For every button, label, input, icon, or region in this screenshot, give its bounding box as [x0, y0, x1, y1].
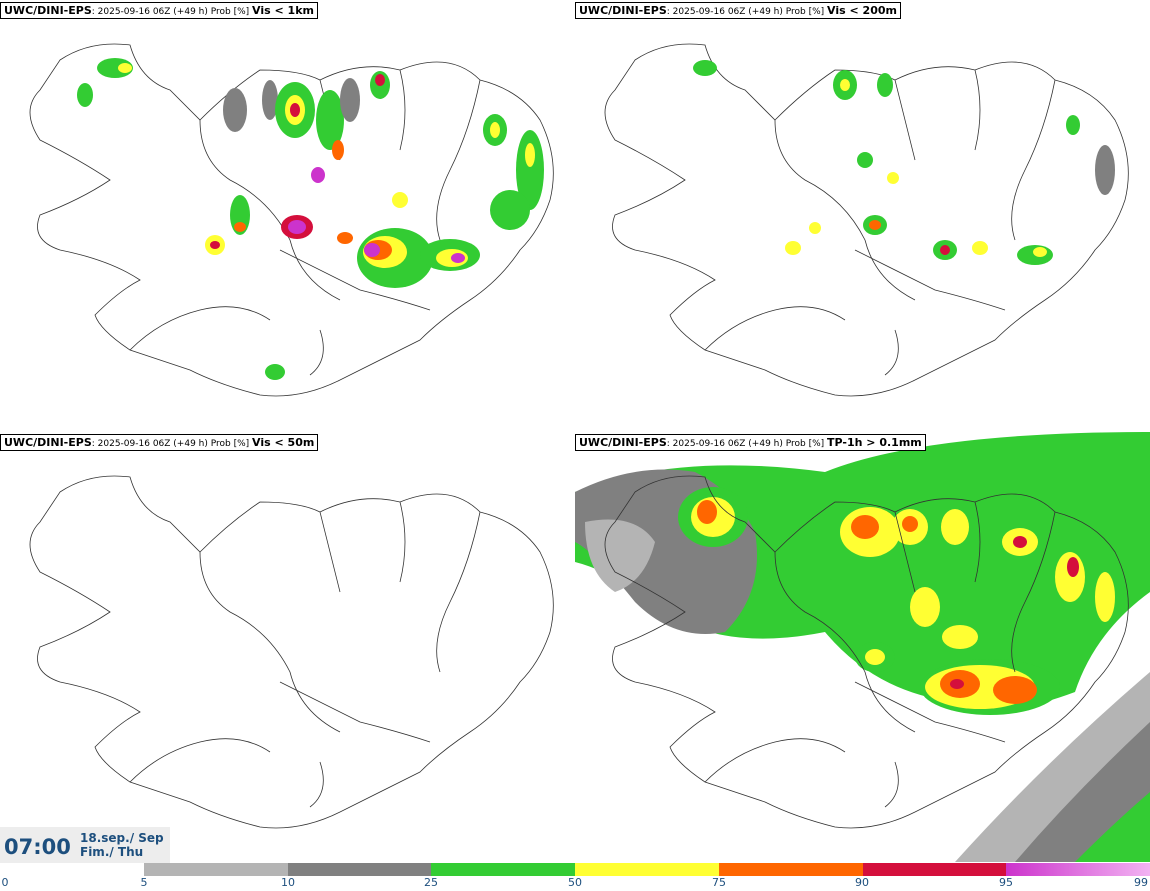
model-name: UWC/DINI-EPS [579, 436, 667, 449]
valid-time: 07:00 [4, 835, 71, 859]
run-info: 2025-09-16 06Z (+49 h) Prob [%] [97, 7, 250, 17]
iceland-map-vis-50m [29, 475, 554, 829]
probability-contours [77, 58, 544, 380]
colorbar-segment-25-50 [431, 863, 576, 876]
colorbar-segment-10-25 [287, 863, 432, 876]
variable-label: Vis < 200m [827, 4, 897, 17]
tick-95: 95 [999, 876, 1013, 889]
model-name: UWC/DINI-EPS [4, 436, 92, 449]
map-panel-vis-1km: UWC/DINI-EPS: 2025-09-16 06Z (+49 h) Pro… [0, 0, 575, 430]
map-panel-precip: UWC/DINI-EPS: 2025-09-16 06Z (+49 h) Pro… [575, 432, 1150, 862]
tick-50: 50 [568, 876, 582, 889]
colorbar-segment-5-10 [144, 863, 288, 876]
valid-date: 18.sep./ Sep Fim./ Thu [80, 831, 164, 859]
colorbar-segment-90-95 [862, 863, 1007, 876]
tick-90: 90 [855, 876, 869, 889]
iceland-map-vis-1km [29, 43, 554, 397]
model-name: UWC/DINI-EPS [579, 4, 667, 17]
valid-time-box: 07:00 18.sep./ Sep Fim./ Thu [0, 827, 170, 863]
panel-title: UWC/DINI-EPS: 2025-09-16 06Z (+49 h) Pro… [0, 2, 318, 19]
tick-75: 75 [712, 876, 726, 889]
tick-99: 99 [1134, 876, 1148, 889]
panel-title: UWC/DINI-EPS: 2025-09-16 06Z (+49 h) Pro… [575, 2, 901, 19]
valid-date-line2: Fim./ Thu [80, 845, 144, 859]
map-panel-vis-200m: UWC/DINI-EPS: 2025-09-16 06Z (+49 h) Pro… [575, 0, 1150, 430]
run-info: 2025-09-16 06Z (+49 h) Prob [%] [97, 439, 250, 449]
run-info: 2025-09-16 06Z (+49 h) Prob [%] [672, 439, 825, 449]
colorbar-segment-50-75 [575, 863, 719, 876]
variable-label: TP-1h > 0.1mm [827, 436, 922, 449]
variable-label: Vis < 50m [252, 436, 315, 449]
panel-title: UWC/DINI-EPS: 2025-09-16 06Z (+49 h) Pro… [0, 434, 319, 451]
precip-probability-field [575, 432, 1150, 862]
colorbar-segment-95-99 [1006, 863, 1150, 876]
tick-25: 25 [424, 876, 438, 889]
model-name: UWC/DINI-EPS [4, 4, 92, 17]
colorbar-ticks: 0 5 10 25 50 75 90 95 99 [0, 876, 1150, 891]
map-panel-vis-50m: UWC/DINI-EPS: 2025-09-16 06Z (+49 h) Pro… [0, 432, 575, 862]
colorbar [144, 863, 1150, 876]
probability-contours [693, 60, 1115, 265]
run-info: 2025-09-16 06Z (+49 h) Prob [%] [672, 7, 825, 17]
iceland-map-precip [575, 432, 1150, 862]
iceland-map-vis-200m [604, 43, 1129, 397]
valid-date-line1: 18.sep./ Sep [80, 831, 164, 845]
variable-label: Vis < 1km [252, 4, 314, 17]
tick-10: 10 [281, 876, 295, 889]
colorbar-segment-75-90 [718, 863, 863, 876]
tick-0: 0 [1, 876, 9, 889]
panel-title: UWC/DINI-EPS: 2025-09-16 06Z (+49 h) Pro… [575, 434, 926, 451]
tick-5: 5 [140, 876, 148, 889]
